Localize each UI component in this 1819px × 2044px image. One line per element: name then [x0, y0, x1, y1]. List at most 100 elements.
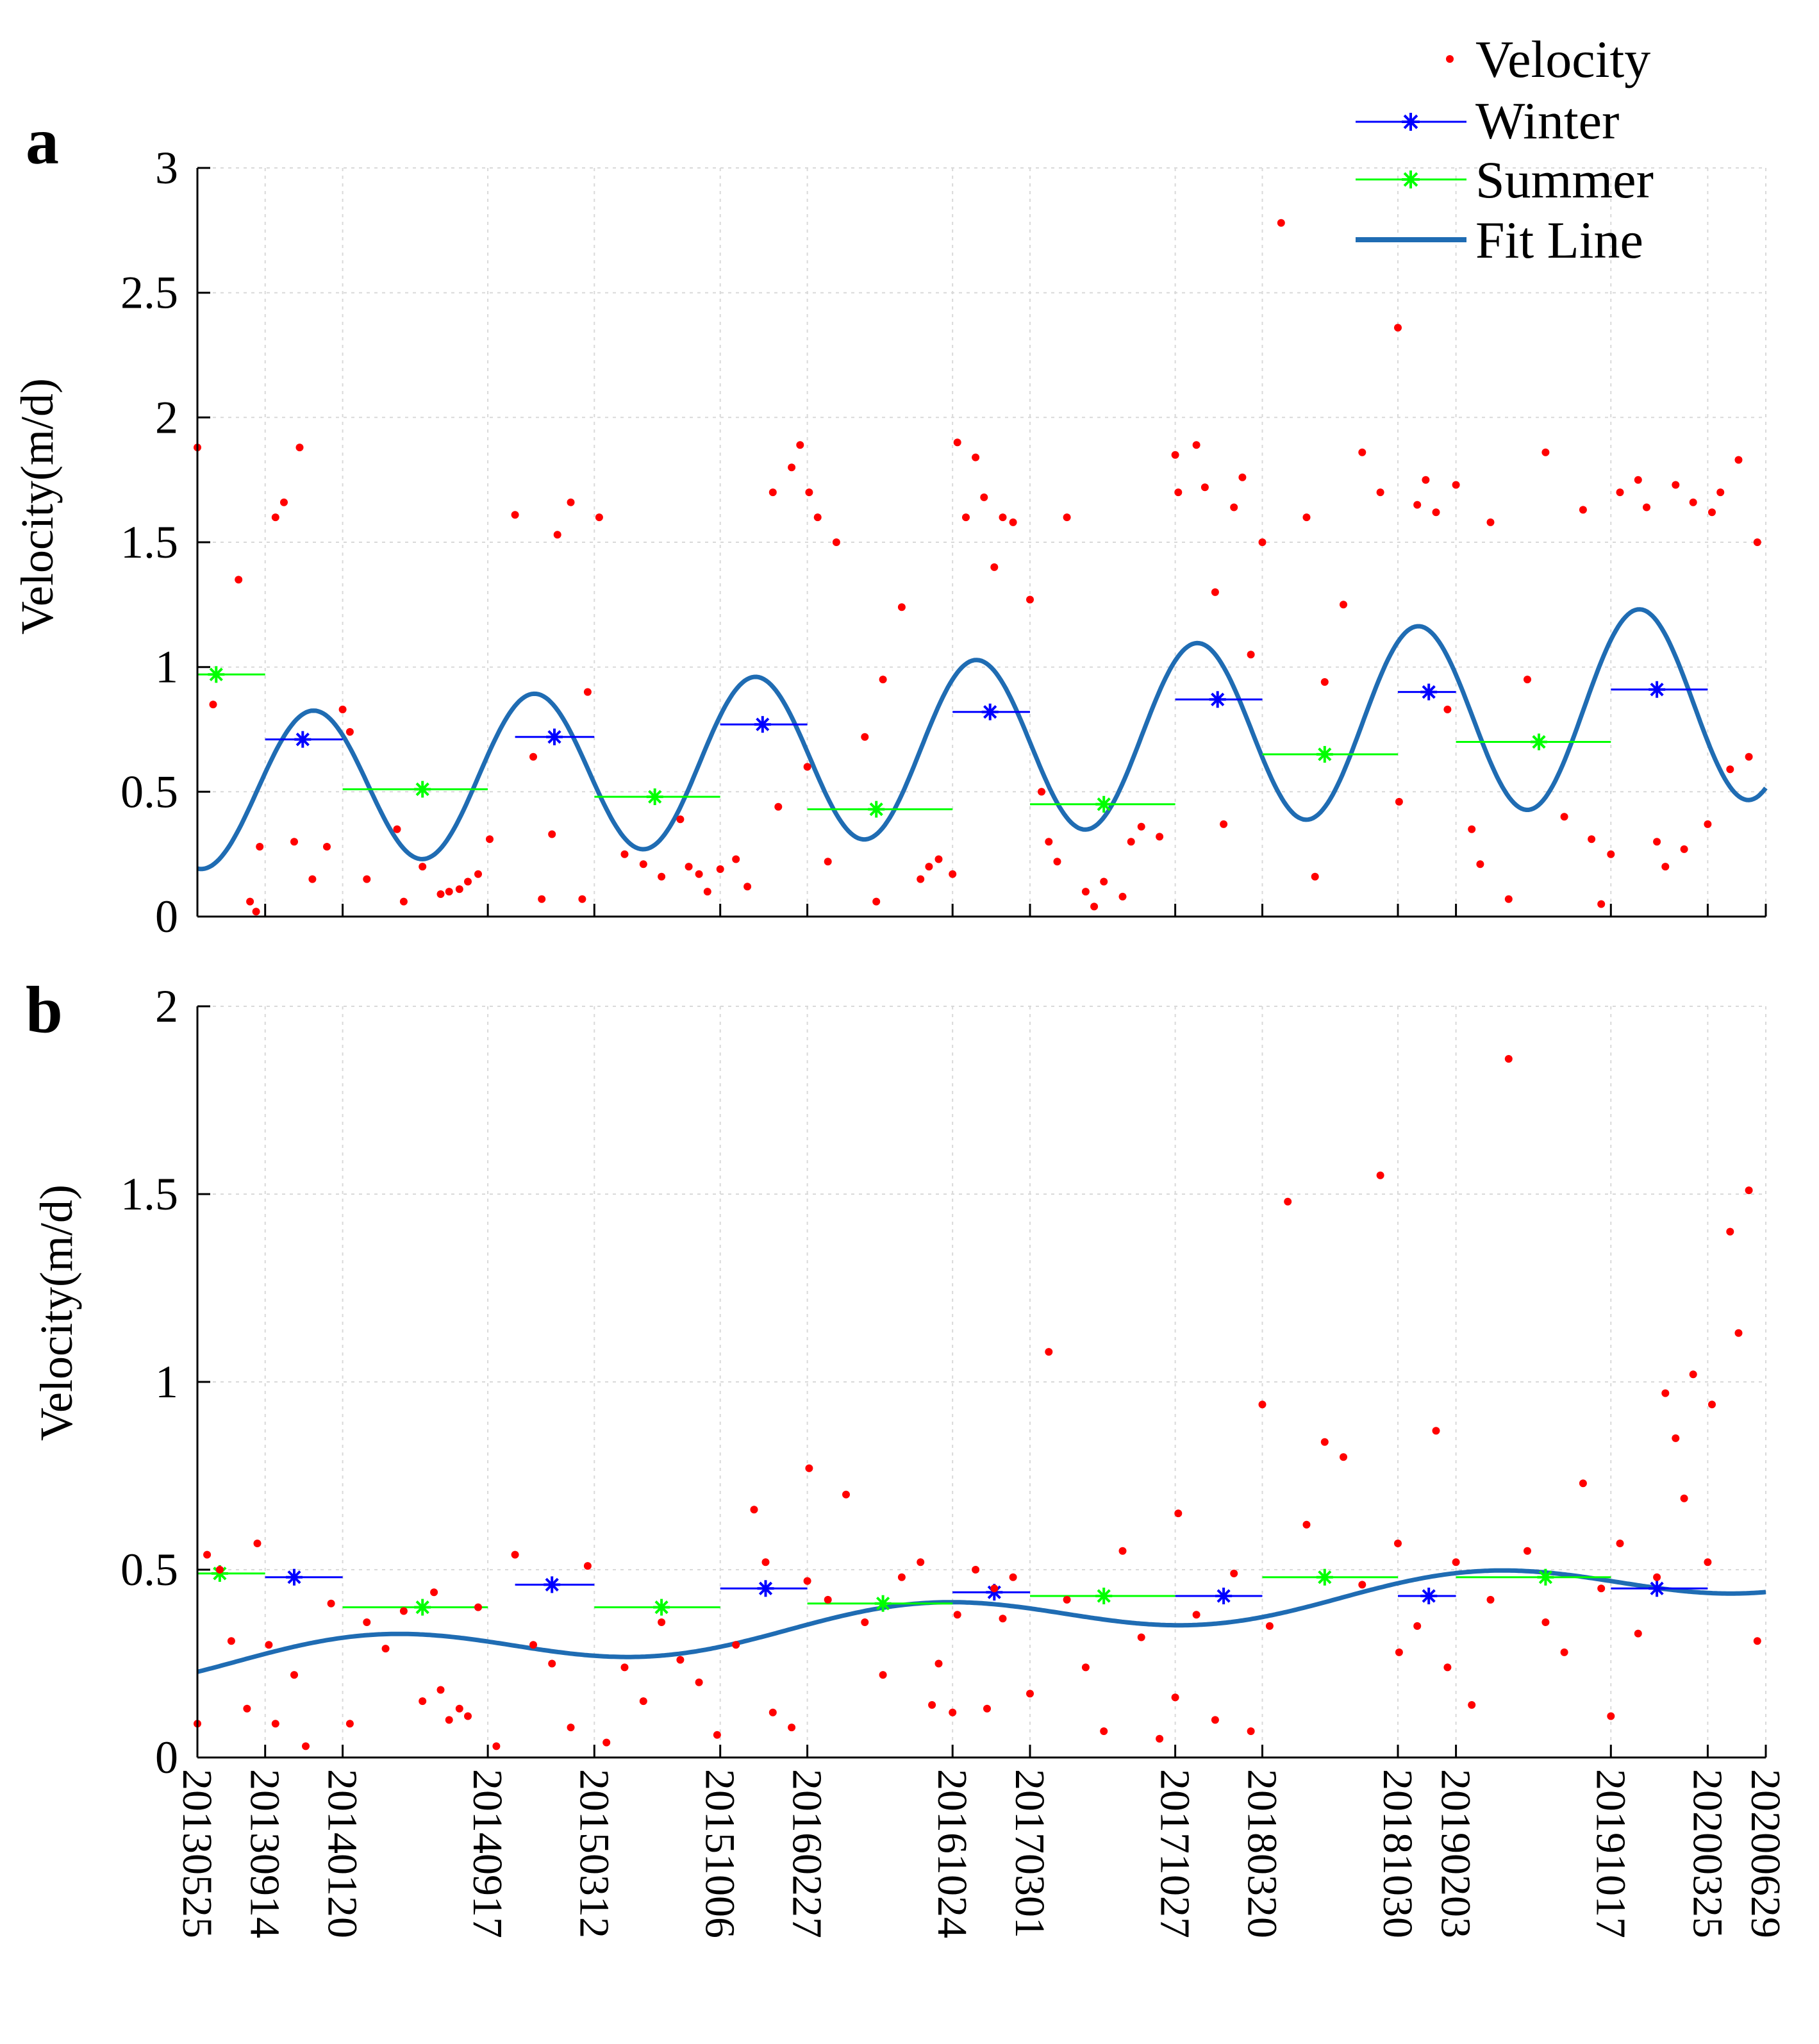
velocity-point — [1174, 1509, 1183, 1518]
velocity-point — [1579, 1479, 1587, 1488]
velocity-point — [445, 888, 453, 896]
panel-a-season-means — [197, 666, 1708, 818]
velocity-point — [1192, 1611, 1200, 1619]
velocity-point — [1081, 888, 1090, 896]
y-tick-label: 1.5 — [120, 1168, 178, 1220]
velocity-point — [455, 1704, 463, 1713]
velocity-point — [953, 438, 961, 447]
legend-entry-summer: Summer — [1356, 151, 1654, 209]
velocity-point — [1220, 820, 1228, 828]
velocity-point — [1376, 1171, 1384, 1179]
panel-a-y-axis-title: Velocity(m/d) — [12, 378, 63, 635]
velocity-point — [1560, 1648, 1568, 1656]
velocity-point — [917, 875, 925, 883]
velocity-point — [1734, 1329, 1743, 1337]
velocity-point — [430, 1588, 438, 1597]
panel-a-y-tick-labels: 0 0.5 1 1.5 2 2.5 3 — [120, 142, 178, 942]
velocity-point — [1726, 765, 1734, 774]
velocity-point — [813, 513, 822, 522]
panel-b-season-means — [197, 1565, 1708, 1616]
velocity-point — [824, 858, 832, 866]
velocity-point — [1100, 1727, 1108, 1735]
velocity-point — [1045, 1348, 1053, 1356]
y-tick-label: 1 — [155, 642, 178, 693]
velocity-point — [567, 1724, 575, 1732]
x-tick-label: 20200325 — [1684, 1769, 1731, 1938]
y-tick-label: 0 — [155, 891, 178, 942]
velocity-point — [1090, 902, 1099, 911]
legend-velocity-marker — [1446, 55, 1454, 63]
velocity-point — [768, 1708, 777, 1716]
velocity-point — [1716, 488, 1725, 497]
velocity-point — [529, 1641, 537, 1649]
velocity-point — [658, 1618, 666, 1626]
velocity-point — [1038, 788, 1045, 796]
x-tick-label: 20200629 — [1742, 1769, 1789, 1938]
x-tick-label: 20171027 — [1152, 1769, 1199, 1938]
legend-entry-fit-line: Fit Line — [1356, 211, 1643, 269]
velocity-point — [676, 1656, 685, 1664]
velocity-point — [1704, 820, 1712, 828]
summer-mean-marker — [1316, 1568, 1333, 1586]
panel-a-axes — [196, 167, 1767, 918]
velocity-point — [1680, 845, 1688, 853]
velocity-point — [842, 1490, 850, 1499]
velocity-point — [1734, 456, 1743, 464]
velocity-point — [464, 877, 472, 886]
velocity-point — [990, 563, 999, 571]
velocity-point — [934, 1659, 943, 1668]
panel-b: 0 0.5 1 1.5 2 20130525 20130914 20140120 201409… — [26, 973, 1789, 1938]
velocity-point — [1063, 1595, 1071, 1604]
velocity-point — [1432, 1427, 1440, 1435]
velocity-point — [928, 1701, 936, 1709]
velocity-point — [1452, 1558, 1460, 1566]
velocity-point — [732, 855, 740, 863]
velocity-point — [743, 883, 752, 891]
velocity-point — [1634, 476, 1642, 484]
summer-mean-marker — [414, 781, 431, 798]
velocity-point — [949, 870, 957, 878]
velocity-point — [1394, 1540, 1402, 1547]
velocity-point — [897, 603, 906, 611]
velocity-point — [1661, 863, 1670, 871]
velocity-point — [538, 895, 546, 903]
velocity-point — [436, 1686, 445, 1694]
x-tick-label: 20140917 — [464, 1769, 511, 1938]
velocity-point — [1653, 1573, 1661, 1581]
velocity-point — [393, 825, 401, 833]
velocity-point — [872, 897, 881, 906]
velocity-point — [824, 1595, 832, 1604]
winter-mean-marker — [1649, 681, 1666, 698]
velocity-point — [511, 511, 519, 519]
velocity-point — [972, 453, 980, 461]
velocity-point — [750, 1506, 758, 1514]
velocity-point — [861, 1618, 869, 1626]
velocity-point — [879, 676, 887, 684]
velocity-point — [1708, 508, 1716, 517]
x-tick-label: 20161024 — [929, 1769, 976, 1938]
velocity-point — [280, 498, 288, 506]
panel-b-label: b — [26, 973, 63, 1047]
velocity-point — [1745, 1186, 1753, 1195]
panel-a-label: a — [26, 104, 59, 178]
velocity-point — [1443, 1663, 1452, 1672]
velocity-point — [1704, 1558, 1712, 1566]
velocity-point — [1643, 503, 1650, 511]
velocity-point — [1661, 1389, 1670, 1397]
legend-fit-line-label: Fit Line — [1475, 211, 1643, 269]
velocity-point — [1607, 1712, 1615, 1720]
velocity-point — [1311, 872, 1319, 881]
velocity-point — [1753, 1637, 1761, 1645]
velocity-point — [1524, 1547, 1531, 1555]
velocity-point — [1211, 1716, 1219, 1724]
velocity-point — [1745, 752, 1753, 761]
velocity-point — [1672, 481, 1680, 489]
velocity-point — [271, 513, 279, 522]
velocity-point — [1634, 1629, 1642, 1638]
velocity-point — [1672, 1434, 1680, 1442]
legend: Velocity Winter Summer Fit Line — [1356, 30, 1654, 269]
legend-winter-star — [1402, 113, 1420, 131]
summer-mean-marker — [1316, 745, 1333, 763]
velocity-point — [796, 441, 804, 449]
velocity-point — [1340, 601, 1347, 609]
